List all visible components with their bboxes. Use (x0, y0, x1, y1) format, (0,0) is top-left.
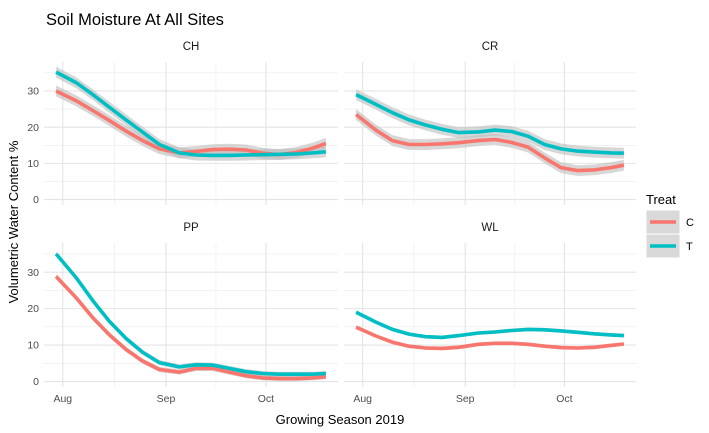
series-line-t (355, 92, 624, 155)
y-tick-label: 30 (27, 86, 39, 98)
facet-panel-wl: WL Aug Sep Oct (344, 222, 636, 405)
x-tick-label: Aug (353, 393, 372, 405)
chart-title: Soil Moisture At All Sites (46, 11, 224, 29)
facet-panel-pp: PP 0 10 20 30 Aug Sep Oct (27, 222, 338, 405)
x-tick-label: Aug (53, 393, 72, 405)
facet-label: WL (481, 222, 499, 234)
x-axis-title: Growing Season 2019 (276, 412, 405, 427)
legend-label-t: T (686, 241, 693, 253)
y-tick-label: 20 (27, 303, 39, 315)
facet-panels: CH 0 10 20 30 CR PP 0 10 20 30 Aug Sep Oct WL Aug Sep Oct (27, 41, 636, 405)
y-tick-label: 20 (27, 122, 39, 134)
confidence-band-t (356, 310, 624, 340)
series-line-c (355, 325, 625, 351)
y-axis-title: Volumetric Water Content % (6, 140, 21, 303)
x-tick-label: Oct (556, 393, 572, 405)
legend-title: Treat (646, 192, 676, 207)
series-line-t (54, 252, 326, 376)
x-tick-label: Sep (157, 393, 176, 405)
series-line-c (54, 275, 327, 381)
y-tick-label: 0 (33, 376, 39, 388)
series-line-t (55, 70, 327, 158)
y-tick-label: 30 (27, 267, 39, 279)
legend-label-c: C (686, 217, 694, 229)
x-tick-label: Oct (258, 393, 274, 405)
confidence-band-c (356, 109, 624, 176)
confidence-band-t (356, 89, 624, 159)
y-tick-label: 10 (27, 340, 39, 352)
facet-label: CH (183, 41, 200, 53)
legend: Treat CT (645, 192, 694, 259)
x-tick-label: Sep (456, 393, 475, 405)
y-tick-label: 10 (27, 158, 39, 170)
series-line-c (354, 113, 625, 173)
facet-label: PP (183, 222, 199, 234)
facet-panel-ch: CH 0 10 20 30 (27, 41, 338, 206)
facet-panel-cr: CR (344, 41, 636, 205)
series-line-t (355, 310, 624, 340)
facet-label: CR (482, 41, 499, 53)
y-tick-label: 0 (33, 194, 39, 206)
confidence-band-t (56, 251, 326, 377)
